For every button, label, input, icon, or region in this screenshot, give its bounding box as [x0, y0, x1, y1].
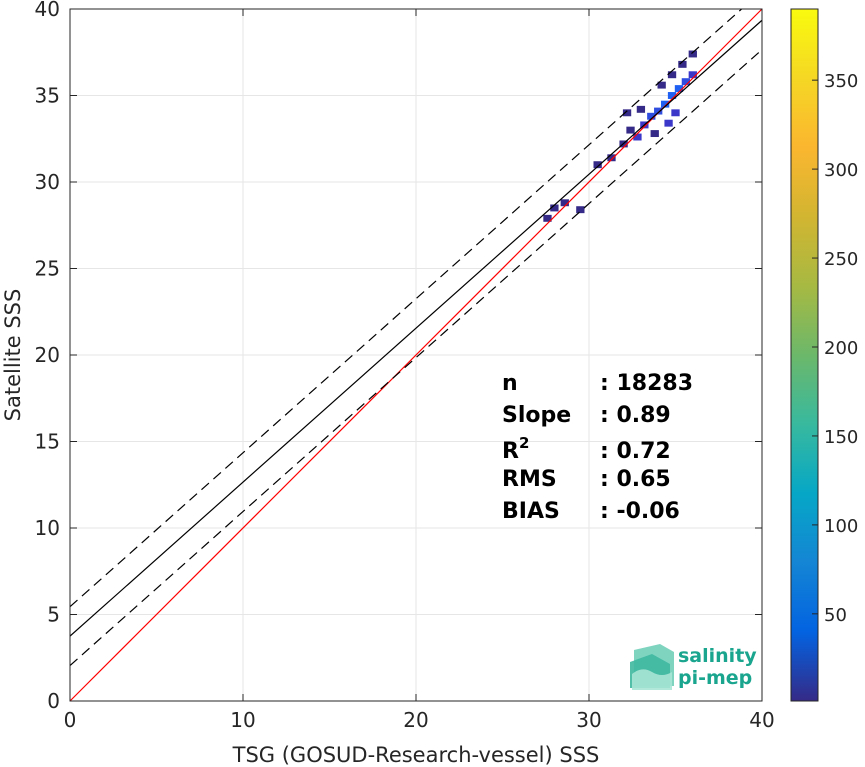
logo-line1: salinity: [678, 645, 757, 667]
density-cell: [576, 206, 585, 214]
colorbar-tick-label: 50: [824, 605, 847, 626]
y-axis-title: Satellite SSS: [1, 289, 25, 422]
stat-value: : -0.06: [600, 499, 680, 524]
y-tick-label: 35: [35, 84, 60, 108]
stat-sup: 2: [519, 434, 529, 452]
density-cell: [688, 71, 697, 79]
y-tick-label: 30: [35, 170, 60, 194]
colorbar: [790, 8, 819, 702]
density-cell: [660, 100, 670, 108]
y-tick-label: 40: [35, 0, 60, 21]
y-tick-label: 0: [47, 689, 60, 713]
y-tick-label: 25: [35, 257, 60, 281]
density-cell: [674, 85, 684, 93]
colorbar-tick-label: 300: [824, 160, 858, 181]
stat-value: : 18283: [600, 371, 693, 396]
stats-box: n : 18283 Slope : 0.89 R2 : 0.72 RMS : 0.65 BIAS…: [502, 371, 693, 524]
density-cell: [664, 119, 673, 127]
colorbar-ticks: 50 100 150 200 250 300 350: [812, 71, 858, 626]
line-fit+: [69, 8, 742, 608]
x-tick-label: 40: [749, 708, 774, 732]
density-cell: [681, 78, 691, 86]
density-cell: [636, 105, 646, 113]
colorbar-tick-label: 200: [824, 338, 858, 359]
colorbar-tick-label: 250: [824, 249, 858, 270]
y-tick-label: 15: [35, 430, 60, 454]
density-cell: [593, 161, 602, 169]
density-cell: [607, 154, 616, 162]
x-tick-label: 20: [403, 708, 428, 732]
density-cell: [626, 126, 635, 134]
density-cell: [671, 109, 680, 117]
density-cell: [550, 204, 559, 212]
line-1:1: [69, 8, 763, 702]
line-fit: [69, 19, 763, 637]
x-tick-label: 30: [576, 708, 601, 732]
density-cell: [543, 214, 552, 222]
colorbar-tick-label: 100: [824, 516, 858, 537]
y-tick-label: 5: [47, 603, 60, 627]
x-axis-ticks: 0 10 20 30 40: [64, 9, 775, 732]
stat-value: : 0.65: [600, 467, 671, 492]
density-cell: [657, 81, 666, 89]
regression-lines: [69, 8, 763, 702]
density-cell: [647, 112, 656, 120]
line-fit-: [69, 49, 763, 666]
density-cell: [667, 71, 677, 79]
stat-value: : 0.72: [600, 439, 671, 464]
x-axis-title: TSG (GOSUD-Research-vessel) SSS: [232, 743, 600, 767]
stat-value: : 0.89: [600, 403, 671, 428]
density-cell: [678, 60, 687, 68]
density-cells: [543, 50, 697, 222]
density-cell: [622, 109, 632, 117]
stat-label: BIAS: [502, 499, 560, 524]
density-cell: [667, 92, 677, 99]
x-tick-label: 10: [230, 708, 255, 732]
density-cell: [688, 50, 697, 58]
y-tick-label: 20: [35, 343, 60, 367]
density-cell: [654, 107, 663, 115]
colorbar-tick-label: 150: [824, 427, 858, 448]
stat-label: n: [502, 371, 518, 396]
density-cell: [633, 133, 642, 141]
logo-line2: pi-mep: [678, 667, 752, 689]
salinity-pi-mep-logo: salinity pi-mep: [630, 644, 757, 690]
y-tick-label: 10: [35, 516, 60, 540]
density-cell: [650, 130, 659, 138]
stat-label: Slope: [502, 403, 571, 428]
x-tick-label: 0: [64, 708, 77, 732]
colorbar-tick-label: 350: [824, 71, 858, 92]
stat-label: R2: [502, 434, 529, 464]
stat-label: RMS: [502, 467, 557, 492]
y-axis-ticks: 0 5 10 15 20 25 30 35 40: [35, 0, 762, 713]
density-cell: [560, 199, 569, 207]
